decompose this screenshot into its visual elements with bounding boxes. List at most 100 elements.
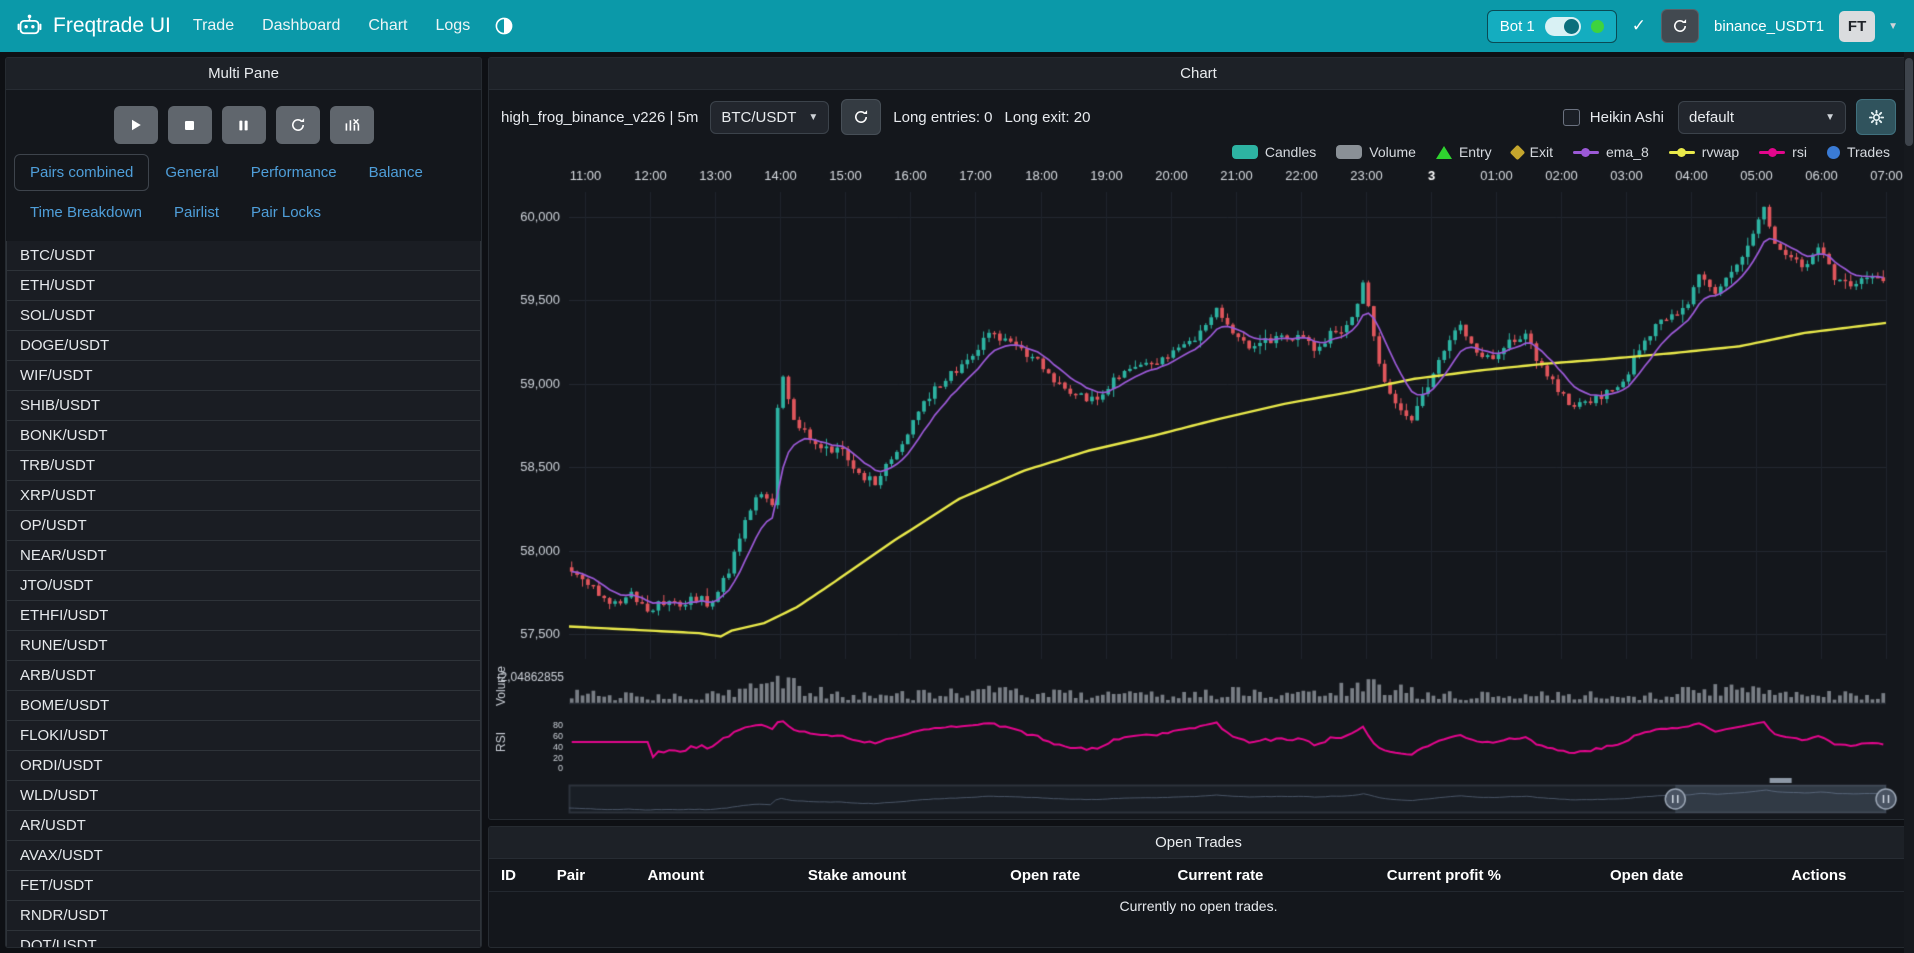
scrollbar-thumb[interactable] bbox=[1905, 58, 1913, 146]
strategy-label: high_frog_binance_v226 | 5m bbox=[501, 108, 699, 126]
play-button[interactable] bbox=[113, 106, 158, 144]
tab-time-breakdown[interactable]: Time Breakdown bbox=[30, 204, 142, 221]
pair-row[interactable]: BTC/USDT bbox=[6, 241, 481, 271]
heikin-ashi-label: Heikin Ashi bbox=[1589, 108, 1664, 126]
trades-header-row: ID Pair Amount Stake amount Open rate Current… bbox=[489, 859, 1908, 892]
clear-chart-icon bbox=[344, 117, 360, 133]
legend-candles[interactable]: Candles bbox=[1231, 144, 1317, 160]
pair-row[interactable]: SHIB/USDT bbox=[6, 390, 481, 421]
avatar: FT bbox=[1839, 10, 1876, 42]
legend-label: Candles bbox=[1264, 144, 1317, 160]
rsi-marker-icon bbox=[1759, 147, 1786, 157]
chart-toolbar: high_frog_binance_v226 | 5m BTC/USDT ▼ L… bbox=[489, 90, 1908, 144]
legend-rvwap[interactable]: rvwap bbox=[1668, 144, 1739, 160]
pair-select-value: BTC/USDT bbox=[721, 108, 797, 126]
pair-row[interactable]: FLOKI/USDT bbox=[6, 720, 481, 751]
pair-row[interactable]: DOT/USDT bbox=[6, 930, 481, 947]
caret-down-icon: ▼ bbox=[1825, 111, 1835, 123]
chart-refresh-button[interactable] bbox=[841, 99, 882, 135]
pair-row[interactable]: OP/USDT bbox=[6, 510, 481, 541]
legend-rsi[interactable]: rsi bbox=[1759, 144, 1807, 160]
nav-link-chart[interactable]: Chart bbox=[368, 17, 408, 34]
pair-row[interactable]: AR/USDT bbox=[6, 810, 481, 841]
tab-general[interactable]: General bbox=[165, 164, 219, 181]
pair-row[interactable]: RNDR/USDT bbox=[6, 900, 481, 931]
pair-list: BTC/USDT ETH/USDT SOL/USDT DOGE/USDT WIF/USD… bbox=[6, 241, 481, 947]
price-chart-canvas[interactable] bbox=[489, 166, 1908, 819]
legend-exit[interactable]: Exit bbox=[1509, 144, 1553, 160]
freqtrade-logo-icon bbox=[16, 13, 43, 40]
legend-trades[interactable]: Trades bbox=[1826, 144, 1890, 160]
col-current-profit-: Current profit % bbox=[1386, 867, 1501, 884]
legend-label: Volume bbox=[1369, 144, 1416, 160]
tab-balance[interactable]: Balance bbox=[368, 164, 423, 181]
pair-row[interactable]: ETH/USDT bbox=[6, 270, 481, 301]
heikin-ashi-checkbox[interactable] bbox=[1562, 108, 1580, 126]
pause-icon bbox=[236, 118, 251, 133]
page-scrollbar[interactable] bbox=[1904, 52, 1914, 953]
legend-entry[interactable]: Entry bbox=[1435, 144, 1492, 160]
long-exit-label: Long exit: 20 bbox=[1004, 108, 1091, 126]
entry-marker-icon bbox=[1435, 145, 1452, 159]
refresh-button[interactable] bbox=[1661, 9, 1700, 43]
play-icon bbox=[128, 117, 144, 133]
pair-row[interactable]: BONK/USDT bbox=[6, 420, 481, 451]
nav-link-trade[interactable]: Trade bbox=[192, 17, 235, 34]
plot-config-value: default bbox=[1689, 108, 1735, 126]
multipane-tabs: Pairs combined General Performance Balance T… bbox=[6, 148, 481, 233]
bot-toggle[interactable] bbox=[1544, 16, 1581, 36]
refresh-icon bbox=[290, 117, 306, 133]
legend-volume[interactable]: Volume bbox=[1336, 144, 1416, 160]
nav-link-logs[interactable]: Logs bbox=[435, 17, 471, 34]
plot-config-select[interactable]: default ▼ bbox=[1678, 100, 1846, 134]
bot-chip-label: Bot 1 bbox=[1499, 17, 1535, 35]
rvwap-marker-icon bbox=[1668, 147, 1695, 157]
caret-down-icon: ▼ bbox=[808, 111, 819, 123]
tab-performance[interactable]: Performance bbox=[250, 164, 337, 181]
pair-row[interactable]: FET/USDT bbox=[6, 870, 481, 901]
pair-row[interactable]: BOME/USDT bbox=[6, 690, 481, 721]
pair-row[interactable]: ARB/USDT bbox=[6, 660, 481, 691]
user-menu[interactable]: FT ▼ bbox=[1839, 10, 1898, 42]
multi-pane-header: Multi Pane bbox=[6, 58, 481, 90]
bot-name: binance_USDT1 bbox=[1714, 17, 1825, 35]
bot-selector-chip[interactable]: Bot 1 bbox=[1486, 9, 1617, 43]
chart-panel-title: Chart bbox=[1180, 65, 1217, 82]
stop-button[interactable] bbox=[167, 106, 212, 144]
pause-button[interactable] bbox=[221, 106, 266, 144]
theme-toggle-icon[interactable] bbox=[494, 16, 514, 36]
pair-select[interactable]: BTC/USDT ▼ bbox=[710, 100, 830, 134]
tab-pairlist[interactable]: Pairlist bbox=[174, 204, 220, 221]
multi-pane-title: Multi Pane bbox=[208, 65, 279, 82]
pair-row[interactable]: AVAX/USDT bbox=[6, 840, 481, 871]
pair-row[interactable]: WIF/USDT bbox=[6, 360, 481, 391]
ema-8-marker-icon bbox=[1572, 147, 1599, 157]
nav-link-dashboard[interactable]: Dashboard bbox=[262, 17, 341, 34]
legend-ema-8[interactable]: ema_8 bbox=[1572, 144, 1649, 160]
tab-pair-locks[interactable]: Pair Locks bbox=[251, 204, 322, 221]
brand[interactable]: Freqtrade UI bbox=[16, 13, 171, 40]
trades-empty-text: Currently no open trades. bbox=[1119, 898, 1278, 914]
pair-row[interactable]: NEAR/USDT bbox=[6, 540, 481, 571]
refresh-button[interactable] bbox=[275, 106, 320, 144]
pair-row[interactable]: SOL/USDT bbox=[6, 300, 481, 331]
long-entries-label: Long entries: 0 bbox=[893, 108, 993, 126]
tab-pairs-combined[interactable]: Pairs combined bbox=[14, 154, 150, 191]
open-trades-title: Open Trades bbox=[1155, 834, 1242, 851]
pair-row[interactable]: TRB/USDT bbox=[6, 450, 481, 481]
pair-row[interactable]: RUNE/USDT bbox=[6, 630, 481, 661]
pair-row[interactable]: JTO/USDT bbox=[6, 570, 481, 601]
pair-row[interactable]: DOGE/USDT bbox=[6, 330, 481, 361]
candles-marker-icon bbox=[1231, 145, 1258, 159]
plot-settings-button[interactable] bbox=[1856, 99, 1896, 135]
pair-row[interactable]: WLD/USDT bbox=[6, 780, 481, 811]
pair-row[interactable]: ETHFI/USDT bbox=[6, 600, 481, 631]
clear-chart-button[interactable] bbox=[329, 106, 374, 144]
pair-row[interactable]: XRP/USDT bbox=[6, 480, 481, 511]
col-id: ID bbox=[501, 867, 516, 884]
col-pair: Pair bbox=[556, 867, 586, 884]
chart-area bbox=[489, 166, 1908, 819]
right-column: Chart high_frog_binance_v226 | 5m BTC/US… bbox=[488, 57, 1909, 948]
pair-row[interactable]: ORDI/USDT bbox=[6, 750, 481, 781]
top-navbar: Freqtrade UI Trade Dashboard Chart Logs Bot… bbox=[0, 0, 1914, 52]
